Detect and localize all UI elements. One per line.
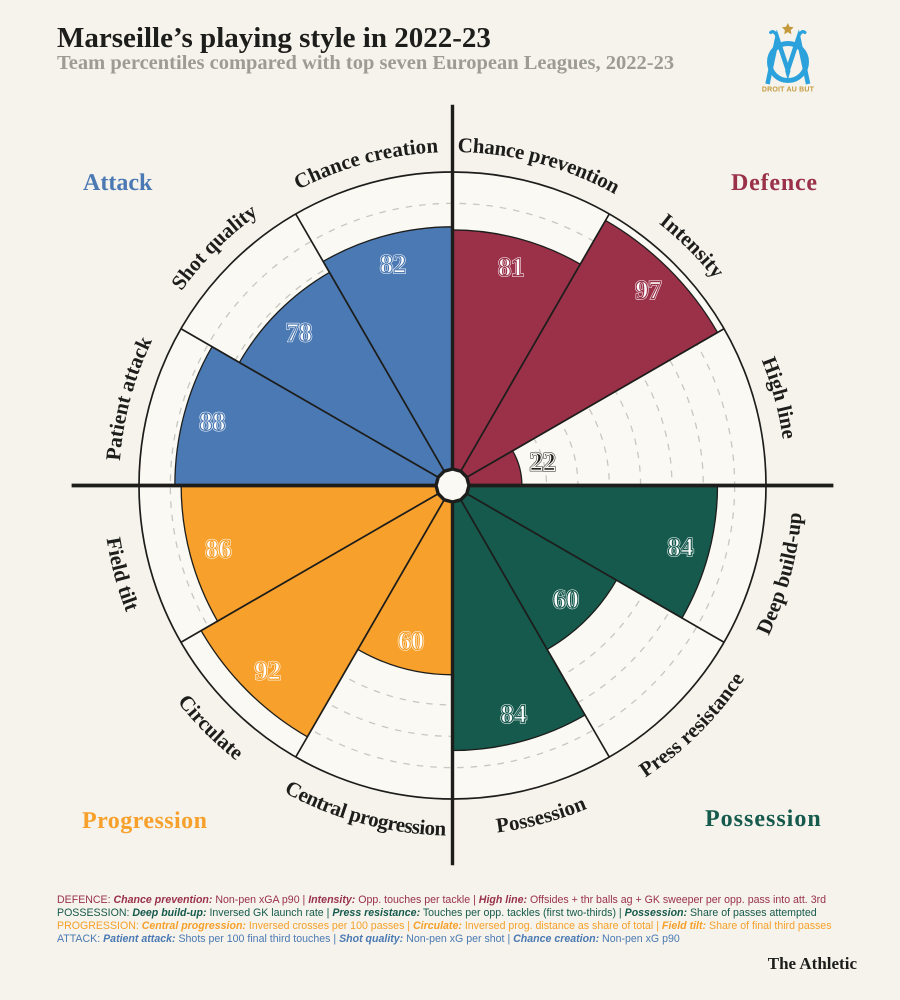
svg-text:92: 92 bbox=[255, 656, 281, 685]
svg-text:60: 60 bbox=[553, 585, 579, 614]
svg-text:84: 84 bbox=[667, 533, 693, 562]
svg-text:Possession: Possession bbox=[494, 791, 589, 838]
svg-text:Progression: Progression bbox=[82, 808, 207, 834]
svg-text:22: 22 bbox=[530, 447, 556, 476]
svg-text:97: 97 bbox=[635, 276, 661, 305]
svg-text:60: 60 bbox=[398, 626, 424, 655]
svg-text:84: 84 bbox=[667, 533, 693, 562]
svg-text:81: 81 bbox=[498, 253, 524, 282]
svg-text:82: 82 bbox=[380, 250, 406, 279]
svg-text:60: 60 bbox=[553, 585, 579, 614]
svg-text:High line: High line bbox=[757, 353, 802, 440]
svg-text:Defence: Defence bbox=[731, 170, 818, 196]
svg-text:22: 22 bbox=[530, 447, 556, 476]
svg-text:60: 60 bbox=[398, 626, 424, 655]
svg-text:86: 86 bbox=[205, 534, 231, 563]
svg-text:88: 88 bbox=[199, 407, 225, 436]
svg-text:78: 78 bbox=[286, 318, 312, 347]
svg-text:Field tilt: Field tilt bbox=[102, 535, 144, 614]
svg-text:78: 78 bbox=[286, 318, 312, 347]
svg-text:97: 97 bbox=[635, 276, 661, 305]
svg-text:84: 84 bbox=[501, 699, 527, 728]
svg-text:Attack: Attack bbox=[83, 170, 153, 196]
svg-text:Possession: Possession bbox=[705, 806, 822, 832]
svg-text:84: 84 bbox=[501, 699, 527, 728]
svg-text:DROIT AU BUT: DROIT AU BUT bbox=[762, 87, 814, 94]
svg-text:88: 88 bbox=[199, 407, 225, 436]
svg-text:81: 81 bbox=[498, 253, 524, 282]
svg-text:82: 82 bbox=[380, 250, 406, 279]
svg-text:86: 86 bbox=[205, 534, 231, 563]
svg-text:92: 92 bbox=[255, 656, 281, 685]
